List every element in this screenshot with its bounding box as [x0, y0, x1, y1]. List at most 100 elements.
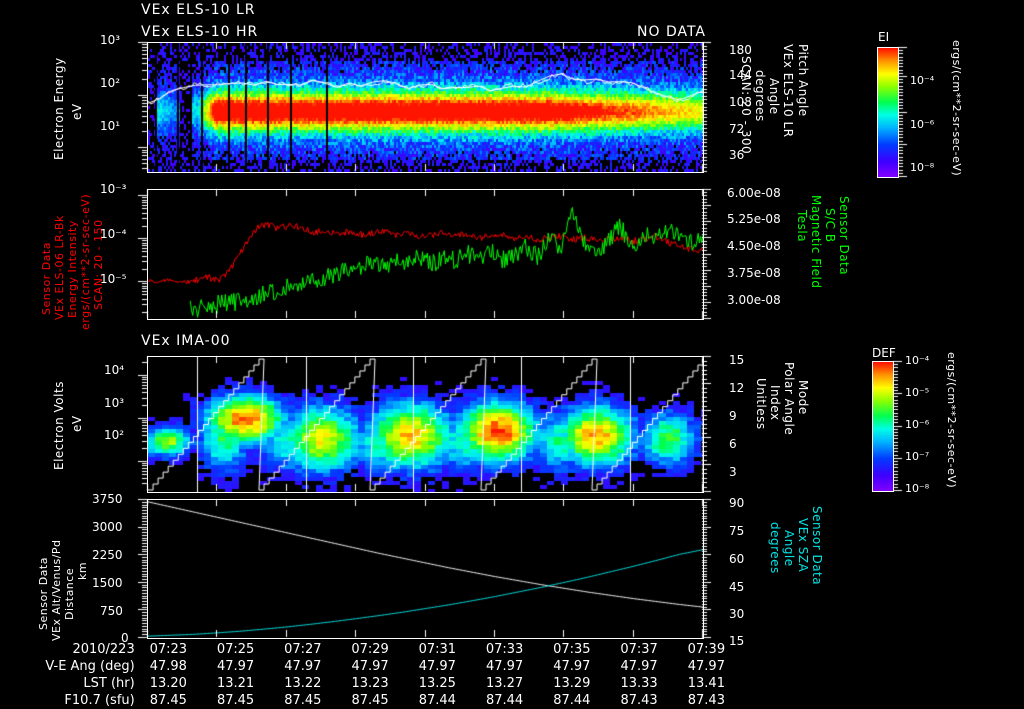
panel1-rlabel-scan: SCAN: 20 - 300 [739, 56, 753, 155]
table-cell: 07:25 [216, 642, 255, 657]
panel4-ytick-2: 2250 [92, 548, 123, 562]
panel3-rtick-0: 15 [729, 353, 745, 367]
table-cell: 87.43 [687, 693, 725, 708]
panel4-ytick-3: 1500 [92, 576, 123, 590]
panel3-cbtick-1: 10⁻⁵ [905, 386, 930, 399]
table-cell: 87.44 [418, 693, 456, 708]
panel2-ytick-1: 10⁻⁴ [100, 227, 127, 241]
panel2-rlabel-magfield: Magnetic Field [809, 195, 823, 289]
panel4-rlabel-degrees: degrees [768, 522, 782, 574]
panel1-rtick-4: 36 [729, 148, 745, 162]
panel1-rlabel-degrees: degrees [753, 70, 767, 122]
panel1-rlabel-pitch: Pitch Angle [796, 44, 810, 117]
panel1-ytick-0: 10³ [100, 33, 121, 47]
panel1-cbtick-2: 10⁻⁸ [910, 161, 935, 174]
table-cell: 47.98 [149, 659, 187, 674]
panel4-ytick-1: 3000 [92, 520, 123, 534]
panel3-rtick-3: 6 [729, 437, 737, 451]
panel3-ytick-0: 10⁴ [104, 363, 125, 377]
panel1-ylabel-unit: eV [70, 103, 84, 120]
panel3-ytick-1: 10³ [104, 396, 125, 410]
table-cell: 87.44 [485, 693, 524, 708]
panel3-rtick-4: 3 [729, 465, 737, 479]
panel3-ylabel-unit: eV [70, 415, 84, 432]
panel4-rtick-5: 15 [729, 634, 745, 648]
panel3-rlabel-index: Index [768, 385, 782, 421]
panel1-ytick-1: 10² [100, 76, 121, 90]
panel1-ylabel-energy: Electron Energy [52, 57, 66, 160]
panel3-axis-ticks [127, 350, 727, 501]
table-cell: 13.21 [216, 676, 255, 691]
panel4-ytick-5: 0 [121, 631, 129, 645]
table-cell: 87.44 [553, 693, 591, 708]
table-row-label: F10.7 (sfu) [64, 693, 135, 708]
table-cell: 87.45 [149, 693, 187, 708]
table-cell: 13.29 [553, 676, 591, 691]
table-cell: 13.25 [418, 676, 456, 691]
panel2-rtick-2: 4.50e-08 [727, 239, 781, 253]
panel3-colorbar-ticks [893, 360, 905, 492]
panel2-ytick-0: 10⁻³ [100, 182, 127, 196]
panel4-ylabel-alt: VEx Alt/Venus/Pd [50, 539, 63, 641]
panel3-cbtick-4: 10⁻⁸ [905, 482, 930, 495]
panel4-ylabel-distance: Distance [63, 567, 76, 620]
panel3-cbtick-0: 10⁻⁴ [905, 354, 930, 367]
panel3-colorbar-unit: ergs/(cm**2-sr-sec-eV) [945, 352, 958, 489]
table-cell: 07:31 [418, 642, 457, 657]
table-cell: 47.97 [284, 659, 322, 674]
table-cell: 47.97 [216, 659, 255, 674]
panel2-ylabel-intensity: Energy Intensity [66, 220, 79, 318]
panel4-rtick-0: 90 [729, 496, 745, 510]
table-cell: 13.22 [284, 676, 322, 691]
panel1-cbtick-0: 10⁻⁴ [910, 74, 935, 87]
panel1-ytick-2: 10¹ [100, 119, 121, 133]
panel1-colorbar [877, 47, 899, 178]
panel4-rlabel-sensordata: Sensor Data [810, 506, 824, 586]
panel2-axis-ticks [127, 183, 727, 328]
panel2-ylabel-unit: ergs/(cm**2-sr-sec-eV) [79, 193, 92, 330]
table-cell: 47.97 [687, 659, 725, 674]
table-cell: 47.97 [351, 659, 389, 674]
table-cell: 07:29 [351, 642, 389, 657]
table-cell: 87.43 [620, 693, 658, 708]
panel3-cbtick-2: 10⁻⁶ [905, 418, 930, 431]
panel4-rtick-2: 60 [729, 552, 745, 566]
table-cell: 13.41 [687, 676, 725, 691]
panel2-rtick-3: 3.75e-08 [727, 266, 781, 280]
bottom-data-table: 2010/223 07:23 07:25 07:27 07:29 07:31 07:33 07… [0, 641, 740, 709]
panel2-rtick-4: 3.00e-08 [727, 293, 781, 307]
panel1-rtick-3: 72 [729, 122, 745, 136]
panel1-rtick-2: 108 [729, 95, 752, 109]
table-cell: 13.20 [149, 676, 187, 691]
table-row-label: V-E Ang (deg) [45, 659, 135, 674]
panel3-rlabel-mode: Mode [796, 380, 810, 415]
panel2-rtick-0: 6.00e-08 [727, 186, 781, 200]
panel1-cbtick-1: 10⁻⁶ [910, 118, 935, 131]
panel4-rlabel-angle: Angle [782, 530, 796, 567]
panel1-rlabel-sensor: VEx ELS-10 LR [781, 44, 795, 138]
panel1-axis-ticks [127, 36, 727, 181]
panel1-colorbar-title: EI [878, 30, 890, 44]
panel4-axis-ticks [127, 493, 727, 647]
panel2-ytick-2: 10⁻⁵ [100, 272, 127, 286]
panel3-cbtick-3: 10⁻⁷ [905, 450, 930, 463]
panel3-colorbar [872, 361, 894, 492]
table-cell: 87.45 [284, 693, 322, 708]
table-cell: 47.97 [553, 659, 591, 674]
table-cell: 07:37 [620, 642, 658, 657]
table-row: LST (hr) 13.20 13.21 13.22 13.23 13.25 13.27 13… [0, 675, 740, 692]
panel4-rtick-4: 30 [729, 607, 745, 621]
panel4-ylabel-km: km [76, 561, 89, 580]
panel4-rtick-1: 75 [729, 524, 745, 538]
table-row: 2010/223 07:23 07:25 07:27 07:29 07:31 07:33 07… [0, 641, 740, 658]
table-row: F10.7 (sfu) 87.45 87.45 87.45 87.45 87.44 87.4… [0, 692, 740, 709]
panel3-colorbar-title: DEF [872, 346, 896, 360]
panel3-header: VEx IMA-00 [141, 333, 231, 349]
panel2-rlabel-sensordata: Sensor Data [837, 196, 851, 276]
table-cell: 13.33 [620, 676, 658, 691]
panel2-ylabel-instrument: VEx ELS-06 LR-Bk [53, 215, 66, 320]
panel1-rtick-0: 180 [729, 43, 752, 57]
table-cell: 47.97 [620, 659, 658, 674]
panel3-rtick-2: 9 [729, 409, 737, 423]
panel2-rlabel-scb: S/C B [823, 208, 837, 243]
